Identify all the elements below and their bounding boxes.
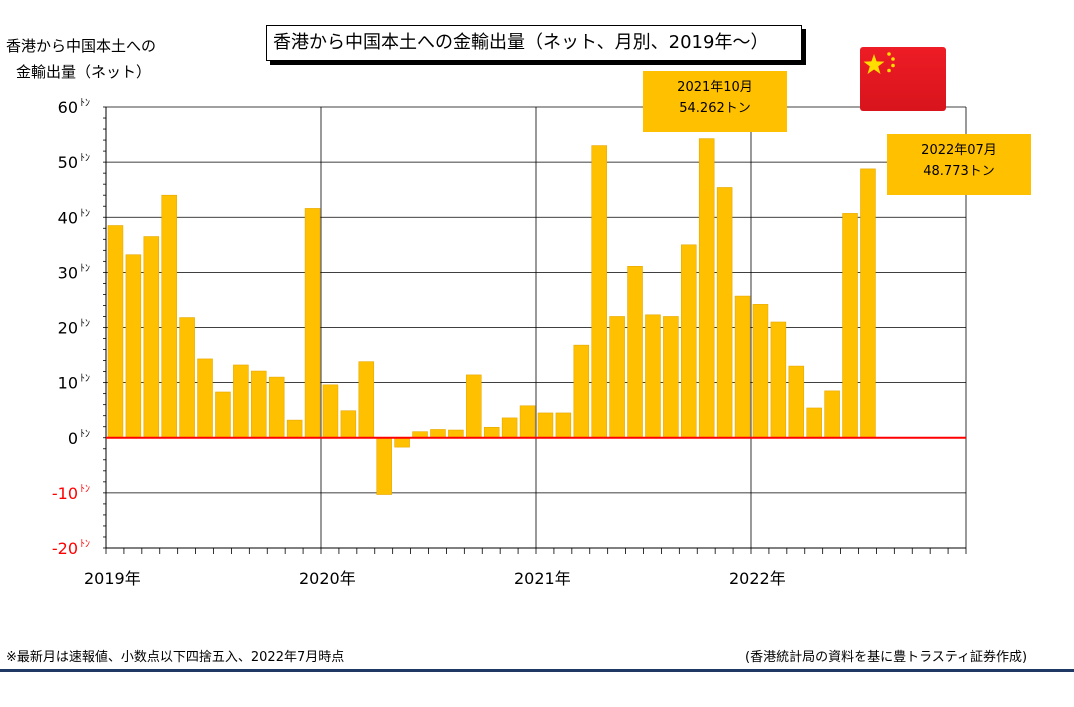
- x-tick-label: 2019年: [84, 569, 141, 588]
- bar-2021-01: [537, 412, 554, 439]
- y-tick-unit: ﾄﾝ: [80, 374, 90, 385]
- footnote: ※最新月は速報値、小数点以下四捨五入、2022年7月時点: [6, 650, 345, 665]
- y-tick-unit: ﾄﾝ: [80, 539, 90, 550]
- bar-2022-03: [788, 365, 805, 439]
- y-tick-unit: ﾄﾝ: [80, 98, 90, 109]
- y-tick-label: 10: [58, 374, 78, 393]
- x-tick-label: 2020年: [299, 569, 356, 588]
- y-axis-title-line2: 金輸出量（ネット）: [16, 63, 152, 81]
- y-tick-unit: ﾄﾝ: [80, 319, 90, 330]
- y-tick-unit: ﾄﾝ: [80, 263, 90, 274]
- bar-2019-06: [197, 358, 213, 439]
- bar-2022-04: [806, 407, 822, 439]
- y-tick-label: 60: [58, 98, 78, 117]
- footer-divider: [0, 669, 1074, 672]
- y-tick-label: 40: [58, 208, 78, 227]
- y-tick-unit: ﾄﾝ: [80, 484, 90, 495]
- callout-2022-07-date: 2022年07月: [921, 143, 997, 158]
- bar-2019-01: [107, 225, 124, 439]
- y-tick-unit: ﾄﾝ: [80, 208, 90, 219]
- bar-2021-10: [698, 138, 715, 439]
- bar-2022-02: [770, 321, 787, 439]
- y-axis-title: 香港から中国本土への 金輸出量（ネット）: [6, 37, 156, 81]
- y-tick-label: 20: [58, 319, 78, 338]
- x-tick-label: 2022年: [729, 569, 786, 588]
- y-axis-title-line1: 香港から中国本土への: [6, 37, 157, 55]
- callout-2021-10-date: 2021年10月: [677, 80, 753, 95]
- bar-2019-02: [125, 254, 142, 439]
- bar-2020-08: [448, 429, 464, 439]
- x-tick-label: 2021年: [514, 569, 571, 588]
- bar-2021-12: [734, 295, 751, 439]
- bar-2020-03: [358, 361, 375, 439]
- y-tick-unit: ﾄﾝ: [80, 153, 90, 164]
- y-tick-label: 30: [58, 263, 78, 282]
- bar-2020-07: [430, 429, 446, 439]
- bar-2019-10: [268, 376, 285, 439]
- callout-2022-07: 2022年07月 48.773トン: [887, 134, 1031, 195]
- bar-2022-07: [860, 168, 876, 439]
- bar-2022-06: [842, 213, 858, 439]
- bar-2019-04: [161, 194, 177, 439]
- bar-2019-11: [286, 419, 303, 439]
- y-tick-label: -20: [52, 539, 78, 558]
- bar-2019-03: [143, 236, 160, 439]
- chart-title: 香港から中国本土への金輸出量（ネット、月別、2019年～）: [266, 25, 802, 61]
- bar-2021-09: [681, 244, 697, 439]
- bar-2019-08: [233, 364, 249, 439]
- bar-2020-10: [483, 426, 500, 439]
- y-tick-unit: ﾄﾝ: [80, 429, 90, 440]
- bar-2021-02: [555, 412, 572, 439]
- y-tick-label: 50: [58, 153, 78, 172]
- callout-2021-10-value: 54.262トン: [679, 101, 751, 116]
- bar-2021-11: [716, 187, 733, 439]
- bar-2021-08: [663, 316, 679, 439]
- bar-2021-06: [627, 266, 643, 439]
- bar-2022-01: [752, 304, 769, 439]
- china-flag-icon: [860, 47, 946, 111]
- bar-2021-04: [591, 145, 607, 439]
- bar-2019-05: [179, 317, 195, 439]
- bar-2020-02: [340, 410, 357, 439]
- bar-2020-05: [394, 437, 410, 448]
- bar-2021-05: [609, 316, 625, 439]
- bar-2020-04: [376, 437, 392, 495]
- bar-2019-07: [215, 391, 231, 439]
- y-tick-label: 0: [68, 429, 78, 448]
- callout-2021-10: 2021年10月 54.262トン: [643, 71, 787, 132]
- bar-2020-09: [466, 374, 482, 439]
- callout-2022-07-value: 48.773トン: [923, 164, 995, 179]
- bar-2020-01: [322, 384, 339, 439]
- bar-2022-05: [824, 390, 840, 439]
- source-note: (香港統計局の資料を基に豊トラスティ証券作成): [745, 650, 1028, 665]
- bar-2019-09: [251, 370, 267, 439]
- bar-2021-07: [645, 314, 661, 439]
- y-tick-label: -10: [52, 484, 78, 503]
- bar-2021-03: [573, 344, 590, 439]
- bar-2020-12: [519, 405, 536, 439]
- bar-2020-11: [501, 417, 518, 439]
- bar-2019-12: [304, 208, 321, 439]
